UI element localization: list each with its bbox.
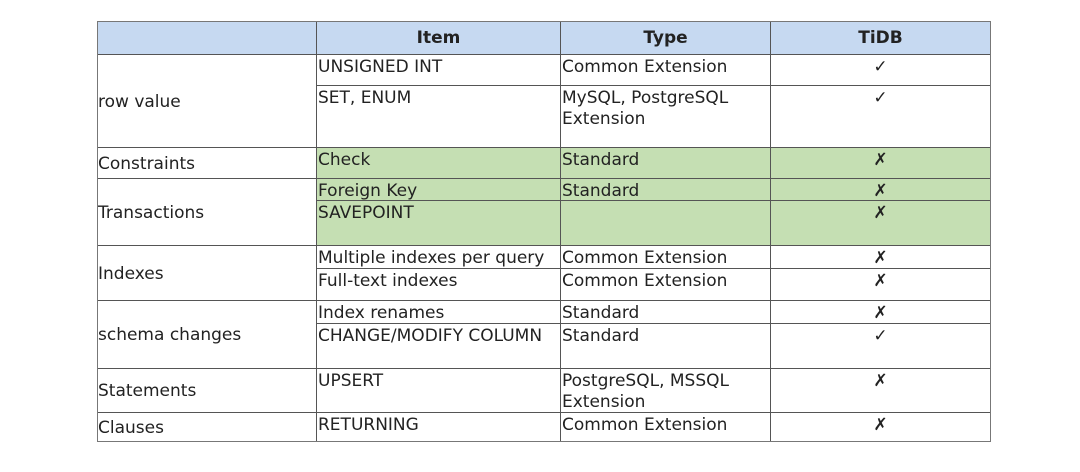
group-label: Constraints bbox=[97, 148, 317, 179]
item-cell: CHANGE/MODIFY COLUMN bbox=[317, 324, 561, 369]
type-cell: Standard bbox=[561, 324, 771, 369]
group-label-text: Clauses bbox=[98, 417, 164, 438]
type-cell: Common Extension bbox=[561, 246, 771, 269]
group-label: Clauses bbox=[97, 413, 317, 442]
cross-icon: ✗ bbox=[771, 246, 991, 269]
type-cell: Standard bbox=[561, 179, 771, 201]
item-cell: UNSIGNED INT bbox=[317, 55, 561, 86]
group-label: Transactions bbox=[97, 179, 317, 246]
item-cell: Index renames bbox=[317, 301, 561, 324]
item-cell: RETURNING bbox=[317, 413, 561, 442]
group-label-text: Transactions bbox=[98, 202, 205, 223]
type-cell: Common Extension bbox=[561, 55, 771, 86]
item-cell: UPSERT bbox=[317, 369, 561, 413]
item-cell: Full-text indexes bbox=[317, 269, 561, 301]
check-icon: ✓ bbox=[771, 324, 991, 369]
type-cell: Common Extension bbox=[561, 269, 771, 301]
item-cell: Foreign Key bbox=[317, 179, 561, 201]
header-tidb: TiDB bbox=[771, 21, 991, 55]
cross-icon: ✗ bbox=[771, 269, 991, 301]
group-label: schema changes bbox=[97, 301, 317, 369]
type-cell: Standard bbox=[561, 301, 771, 324]
group-label-text: Statements bbox=[98, 381, 197, 401]
type-cell: MySQL, PostgreSQL Extension bbox=[561, 86, 771, 148]
item-cell: Check bbox=[317, 148, 561, 179]
header-item: Item bbox=[317, 21, 561, 55]
item-cell: SAVEPOINT bbox=[317, 201, 561, 246]
group-label: Statements bbox=[97, 369, 317, 413]
cross-icon: ✗ bbox=[771, 148, 991, 179]
group-label: Indexes bbox=[97, 246, 317, 301]
type-cell: PostgreSQL, MSSQL Extension bbox=[561, 369, 771, 413]
group-label-text: row value bbox=[98, 91, 181, 112]
group-label: row value bbox=[97, 55, 317, 148]
group-label-text: schema changes bbox=[98, 325, 242, 345]
header-type: Type bbox=[561, 21, 771, 55]
item-cell: SET, ENUM bbox=[317, 86, 561, 148]
cross-icon: ✗ bbox=[771, 179, 991, 201]
group-label-text: Constraints bbox=[98, 153, 195, 174]
type-cell: Standard bbox=[561, 148, 771, 179]
item-cell: Multiple indexes per query bbox=[317, 246, 561, 269]
check-icon: ✓ bbox=[771, 86, 991, 148]
header-blank bbox=[97, 21, 317, 55]
cross-icon: ✗ bbox=[771, 301, 991, 324]
cross-icon: ✗ bbox=[771, 413, 991, 442]
type-cell bbox=[561, 201, 771, 246]
check-icon: ✓ bbox=[771, 55, 991, 86]
type-cell: Common Extension bbox=[561, 413, 771, 442]
cross-icon: ✗ bbox=[771, 201, 991, 246]
group-label-text: Indexes bbox=[98, 263, 164, 284]
cross-icon: ✗ bbox=[771, 369, 991, 413]
comparison-table: Item Type TiDB UNSIGNED INT Common Extension… bbox=[97, 21, 991, 442]
